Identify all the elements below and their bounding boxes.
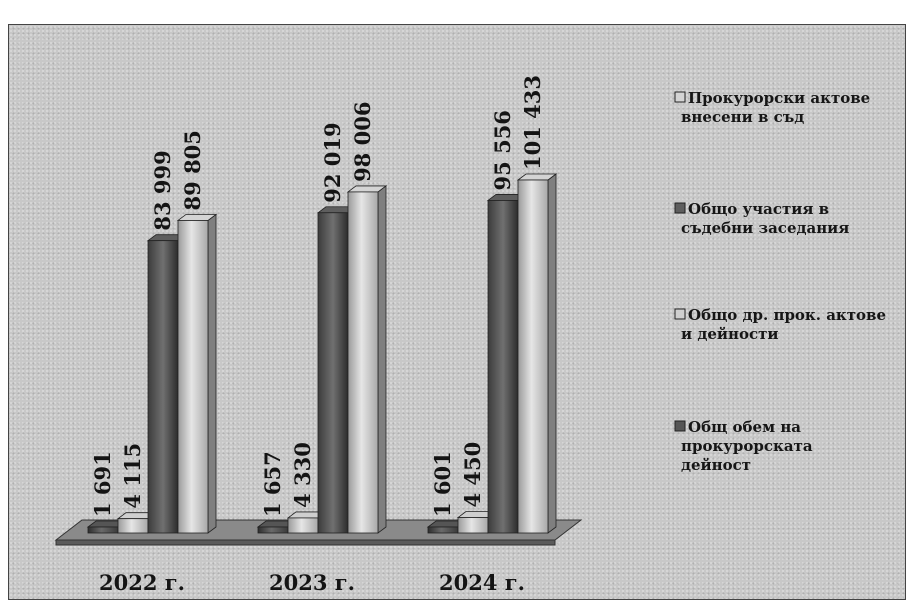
- floor-front: [55, 539, 556, 546]
- value-label-2-1: 92 019: [320, 122, 345, 202]
- category-labels-group: 2022 г. 2023 г. 2024 г.: [99, 570, 525, 595]
- value-label-3-2: 101 433: [520, 75, 545, 170]
- value-label-0-1: 1 657: [260, 451, 285, 517]
- value-label-3-0: 89 805: [180, 130, 205, 210]
- bars-group: [86, 173, 558, 534]
- bar-3-1: [346, 185, 388, 534]
- value-label-0-2: 1 601: [430, 451, 455, 517]
- legend-text-0-1: внесени в съд: [681, 108, 804, 126]
- legend-text-3-1: прокурорската: [681, 437, 813, 455]
- legend-text-2-1: и дейности: [681, 325, 779, 343]
- legend-text-1-0: Общо участия в: [688, 200, 829, 218]
- category-label-2: 2024 г.: [439, 570, 525, 595]
- value-label-1-1: 4 330: [290, 442, 315, 508]
- legend-text-3-2: дейност: [681, 456, 751, 474]
- bar-3-2: [516, 173, 558, 534]
- value-label-1-0: 4 115: [120, 443, 145, 509]
- bar-3-0: [176, 213, 218, 534]
- category-label-1: 2023 г.: [269, 570, 355, 595]
- legend-swatch-0: [674, 91, 686, 103]
- value-label-3-1: 98 006: [350, 102, 375, 182]
- category-label-0: 2022 г.: [99, 570, 185, 595]
- legend-text-0-0: Прокурорски актове: [688, 89, 870, 107]
- legend-swatch-1: [674, 202, 686, 214]
- legend-swatch-2: [674, 308, 686, 320]
- value-label-2-0: 83 999: [150, 150, 175, 230]
- legend-swatch-3: [674, 420, 686, 432]
- value-label-1-2: 4 450: [460, 442, 485, 508]
- value-labels-group: 1 691 4 115 83 999 89 805 1 657 4 330 92 019 98…: [90, 75, 545, 517]
- value-label-0-0: 1 691: [90, 451, 115, 517]
- legend-text-2-0: Общо др. прок. актове: [688, 306, 886, 324]
- value-label-2-2: 95 556: [490, 110, 515, 190]
- legend-text-1-1: съдебни заседания: [681, 219, 849, 237]
- legend-text-3-0: Общ обем на: [688, 418, 801, 436]
